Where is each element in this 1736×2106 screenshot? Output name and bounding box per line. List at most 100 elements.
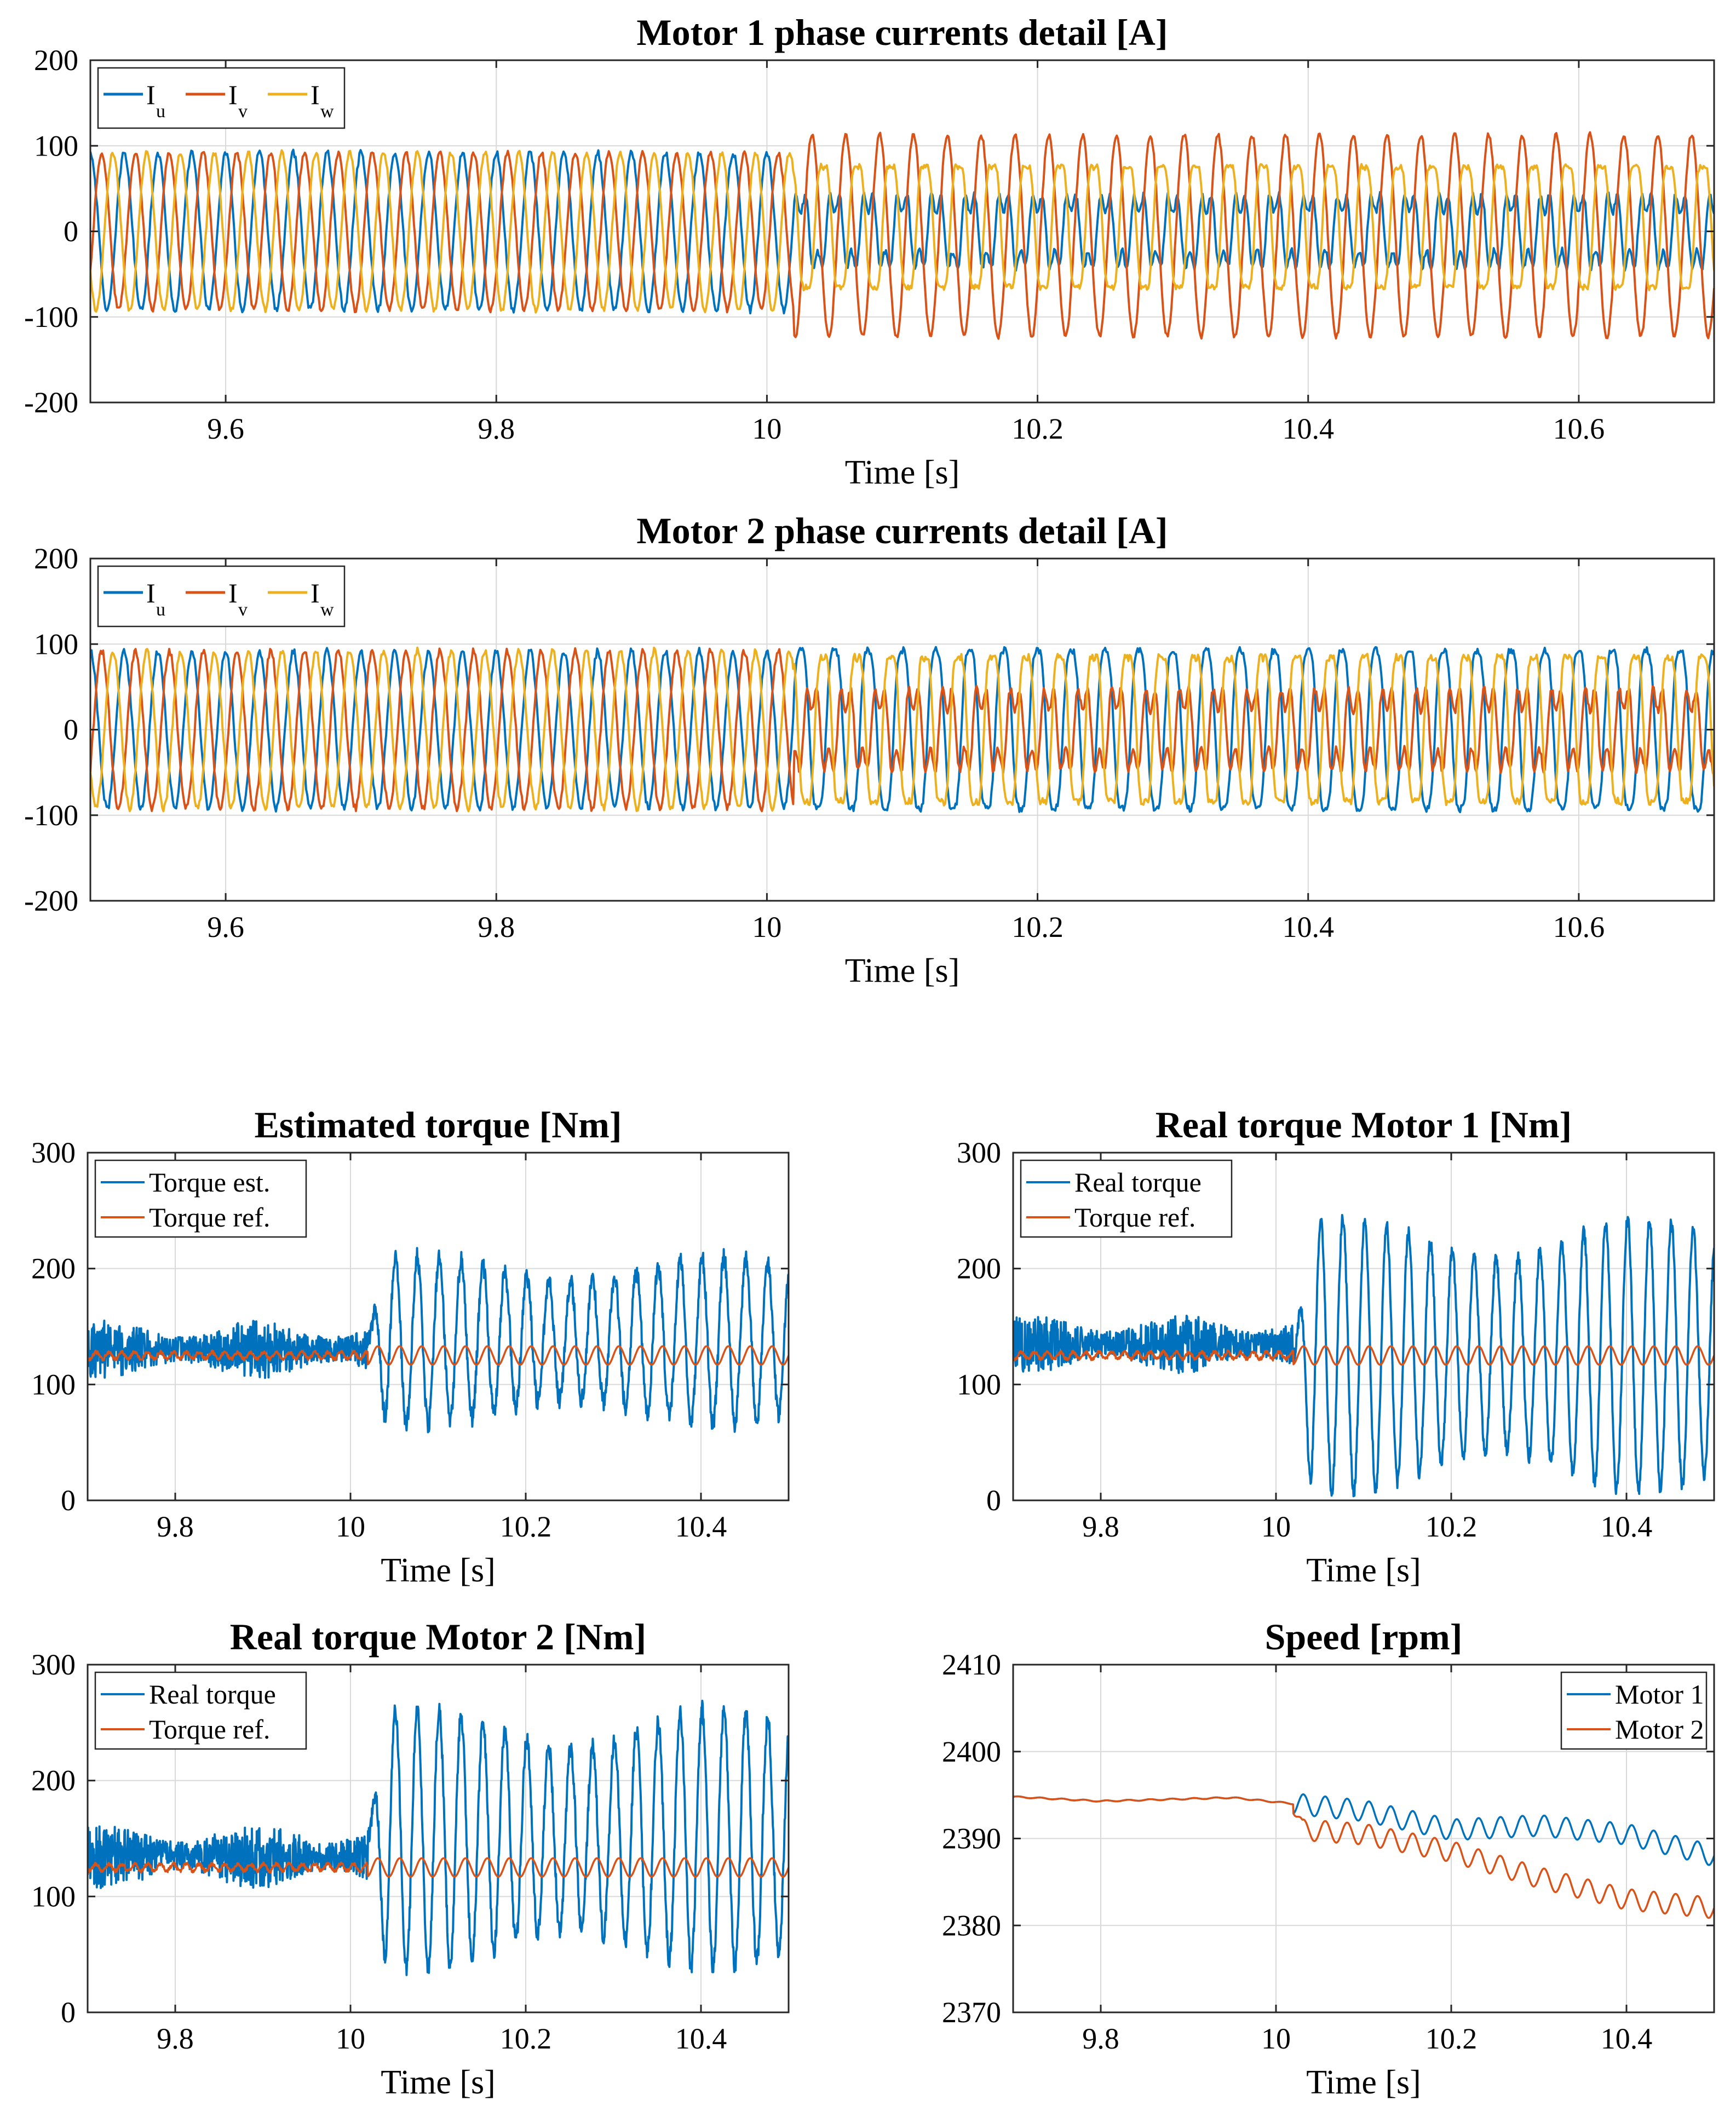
x-axis-label: Time [s] <box>1306 1552 1421 1589</box>
y-tick-label: 2400 <box>942 1735 1001 1768</box>
legend-label: I <box>311 79 320 110</box>
y-tick-label: 0 <box>61 1996 76 2029</box>
x-tick-label: 10 <box>752 412 781 445</box>
y-tick-label: 300 <box>31 1136 76 1169</box>
legend-label-subscript: v <box>238 101 248 122</box>
y-tick-label: -100 <box>24 799 78 832</box>
series-line-real-torque <box>1013 1213 1714 1498</box>
x-tick-label: 10 <box>336 2022 365 2055</box>
series-line-torque-ref- <box>88 1857 789 1878</box>
x-tick-label: 9.8 <box>478 911 515 943</box>
chart-title: Speed [rpm] <box>1265 1616 1463 1658</box>
series-line-real-torque <box>88 1700 789 1976</box>
series-line-iw <box>90 646 1714 813</box>
x-tick-label: 10.4 <box>1601 1510 1653 1543</box>
x-tick-label: 10 <box>752 911 781 943</box>
legend-label: I <box>311 578 320 608</box>
x-tick-label: 10.2 <box>1011 412 1064 445</box>
y-tick-label: 2410 <box>942 1648 1001 1681</box>
chart-m1cur: 9.6 9.8 10 10.2 10.4 10.6 -200 -100 0 100 200 Motor… <box>24 11 1715 491</box>
x-tick-label: 10.2 <box>500 2022 552 2055</box>
legend-label: I <box>146 79 156 110</box>
y-tick-label: 100 <box>34 628 78 660</box>
x-tick-label: 10.4 <box>675 1510 727 1543</box>
axes-frame <box>1012 1152 1715 1501</box>
x-tick-label: 9.8 <box>157 2022 194 2055</box>
legend-box <box>1020 1159 1233 1238</box>
y-tick-label: 100 <box>31 1880 76 1913</box>
x-tick-label: 9.8 <box>478 412 515 445</box>
x-tick-label: 10.2 <box>500 1510 552 1543</box>
legend-label: I <box>146 578 156 608</box>
y-tick-label: 0 <box>64 713 78 746</box>
chart-title: Estimated torque [Nm] <box>254 1104 622 1146</box>
y-tick-label: 200 <box>31 1252 76 1285</box>
legend-label: Motor 1 <box>1615 1679 1704 1710</box>
x-tick-label: 10 <box>1261 2022 1291 2055</box>
y-tick-label: -200 <box>24 884 78 917</box>
y-tick-label: 100 <box>34 129 78 162</box>
legend: Real torque Torque ref. <box>1020 1159 1233 1238</box>
series-line-iu <box>90 646 1714 814</box>
axes-frame <box>87 1152 790 1501</box>
x-tick-label: 10.6 <box>1553 412 1605 445</box>
legend: Real torque Torque ref. <box>94 1671 307 1750</box>
x-tick-label: 10.2 <box>1425 2022 1478 2055</box>
y-tick-label: 200 <box>34 542 78 575</box>
x-tick-label: 10 <box>336 1510 365 1543</box>
x-tick-label: 9.6 <box>207 412 244 445</box>
chart-title: Motor 2 phase currents detail [A] <box>636 510 1168 551</box>
chart-m2cur: 9.6 9.8 10 10.2 10.4 10.6 -200 -100 0 100 200 Motor… <box>24 510 1715 989</box>
x-tick-label: 9.6 <box>207 911 244 943</box>
x-tick-label: 10 <box>1261 1510 1291 1543</box>
axes-frame <box>87 1664 790 2013</box>
series-line-iu <box>90 148 1714 315</box>
legend-label: Motor 2 <box>1615 1714 1704 1745</box>
chart-title: Motor 1 phase currents detail [A] <box>636 11 1168 53</box>
legend-label: Torque ref. <box>149 1714 270 1745</box>
x-axis-label: Time [s] <box>845 454 960 491</box>
series-group <box>90 131 1714 340</box>
y-tick-label: 200 <box>34 44 78 77</box>
series-line-torque-est- <box>88 1247 789 1434</box>
y-tick-label: 0 <box>61 1484 76 1517</box>
legend-label-subscript: v <box>238 600 248 620</box>
x-tick-label: 10.4 <box>675 2022 727 2055</box>
y-tick-label: -100 <box>24 301 78 333</box>
x-tick-label: 9.8 <box>1082 2022 1119 2055</box>
y-tick-label: 2370 <box>942 1996 1001 2029</box>
legend-label-subscript: w <box>320 600 334 620</box>
x-axis-label: Time [s] <box>381 2064 496 2101</box>
y-tick-label: 300 <box>957 1136 1001 1169</box>
y-tick-label: 2380 <box>942 1909 1001 1942</box>
chart-esttq: 9.8 10 10.2 10.4 0 100 200 300 Estimated torque … <box>31 1104 790 1589</box>
legend: Motor 1 Motor 2 <box>1560 1671 1708 1750</box>
y-tick-label: 300 <box>31 1648 76 1681</box>
series-line-motor-2 <box>1013 1795 1714 1919</box>
chart-rtq2: 9.8 10 10.2 10.4 0 100 200 300 Real torque Motor… <box>31 1616 790 2101</box>
legend-box <box>94 1671 307 1750</box>
x-tick-label: 10.6 <box>1553 911 1605 943</box>
chart-speed: 9.8 10 10.2 10.4 2370 2380 2390 2400 2410 Speed [… <box>942 1616 1715 2101</box>
series-group <box>88 1700 789 1976</box>
series-group <box>90 646 1714 814</box>
y-tick-label: 100 <box>31 1368 76 1401</box>
legend-label: Real torque <box>149 1679 276 1710</box>
legend-label: Torque ref. <box>149 1202 270 1233</box>
y-tick-label: 200 <box>957 1252 1001 1285</box>
x-tick-label: 9.8 <box>157 1510 194 1543</box>
x-tick-label: 10.4 <box>1601 2022 1653 2055</box>
series-group <box>1013 1793 1714 1919</box>
series-line-torque-ref- <box>1013 1345 1714 1366</box>
legend: Torque est. Torque ref. <box>94 1159 307 1238</box>
legend-label-subscript: w <box>320 101 334 122</box>
series-group <box>88 1247 789 1434</box>
x-tick-label: 10.2 <box>1425 1510 1478 1543</box>
legend-label: Torque ref. <box>1074 1202 1195 1233</box>
y-tick-label: -200 <box>24 386 78 419</box>
x-tick-label: 10.4 <box>1283 412 1335 445</box>
legend-box <box>94 1159 307 1238</box>
